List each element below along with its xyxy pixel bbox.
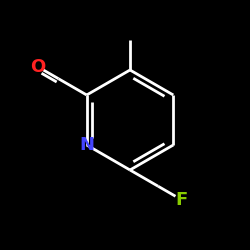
Text: F: F <box>176 191 188 209</box>
Text: O: O <box>30 58 46 76</box>
Text: N: N <box>79 136 94 154</box>
